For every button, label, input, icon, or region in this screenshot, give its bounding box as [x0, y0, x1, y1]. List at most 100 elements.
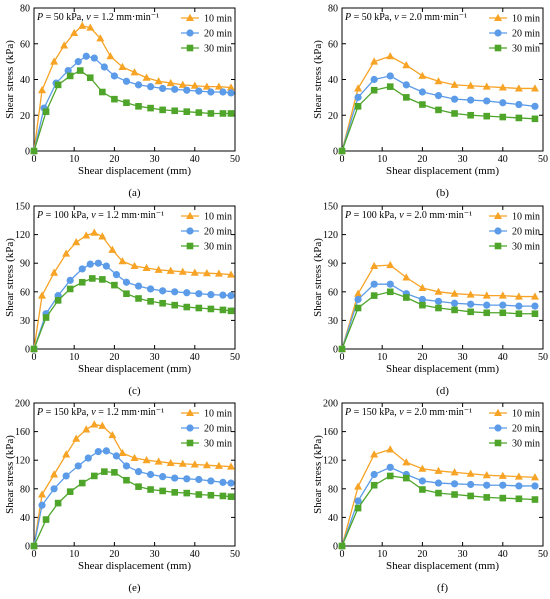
data-point: [531, 102, 539, 110]
subplot-d: 0 10 20 30 40 50 0 30 60 90 120 150 Shear displaceme…: [312, 202, 548, 398]
legend-marker: [494, 29, 502, 37]
data-point: [178, 80, 187, 88]
data-point: [86, 260, 94, 268]
legend-label: 30 min: [204, 44, 232, 55]
legend-marker: [494, 439, 502, 447]
data-point: [74, 58, 82, 66]
data-point: [531, 482, 539, 490]
data-point: [190, 460, 199, 468]
y-axis-label: Shear stress (kPa): [4, 40, 16, 119]
data-point: [190, 81, 199, 89]
data-point: [482, 82, 491, 90]
x-tick-label: 0: [340, 352, 345, 363]
data-point: [354, 504, 362, 512]
data-point: [483, 481, 491, 489]
data-point: [515, 114, 523, 122]
data-point: [419, 101, 426, 108]
legend-entry: 10 min: [181, 14, 232, 25]
data-point: [50, 57, 59, 65]
y-tick-label: 160: [15, 427, 30, 438]
data-point: [78, 479, 86, 487]
panel-label: (e): [128, 582, 141, 594]
data-point: [530, 292, 539, 300]
data-point: [90, 420, 99, 428]
data-point: [530, 84, 539, 92]
data-point: [227, 110, 235, 117]
y-axis-label: Shear stress (kPa): [312, 40, 324, 119]
legend-entry: 20 min: [181, 424, 232, 435]
data-point: [98, 232, 107, 240]
data-point: [111, 469, 118, 476]
data-point: [171, 288, 179, 296]
data-point: [219, 492, 227, 500]
legend-entry: 30 min: [489, 242, 540, 253]
data-point: [450, 95, 459, 103]
series-line: [33, 423, 232, 547]
x-tick-label: 10: [377, 352, 387, 363]
data-point: [91, 472, 98, 480]
legend-entry: 10 min: [489, 14, 540, 25]
subplot-c: 0 10 20 30 40 50 0 30 60 90 120 150 Shear displaceme…: [4, 202, 240, 398]
series-20-min: [338, 463, 539, 550]
x-axis-label: Shear displacement (mm): [78, 165, 191, 177]
data-point: [118, 448, 127, 457]
legend-marker: [186, 13, 194, 21]
data-point: [370, 86, 378, 94]
data-point: [86, 23, 95, 31]
panel-label: (a): [128, 187, 141, 199]
y-tick-label: 40: [328, 513, 338, 524]
data-point: [227, 493, 235, 500]
plot-frame: [33, 402, 236, 547]
data-point: [78, 278, 86, 286]
data-point: [118, 257, 127, 265]
series-20-min: [338, 280, 539, 353]
data-point: [482, 471, 491, 479]
data-point: [450, 480, 459, 488]
data-point: [418, 88, 426, 96]
data-point: [434, 287, 443, 295]
data-point: [354, 497, 362, 505]
data-point: [214, 82, 223, 90]
y-tick-label: 200: [323, 399, 338, 410]
data-point: [66, 488, 74, 495]
legend-label: 30 min: [512, 242, 540, 253]
legend-marker: [186, 424, 194, 432]
data-point: [154, 457, 163, 465]
legend-entry: 30 min: [489, 439, 540, 450]
legend-marker: [494, 211, 502, 219]
data-point: [370, 57, 379, 65]
legend-label: 20 min: [204, 227, 232, 238]
data-point: [195, 491, 203, 498]
plot-frame: [341, 205, 544, 350]
data-point: [64, 66, 72, 75]
data-point: [38, 501, 46, 509]
data-point: [111, 95, 118, 103]
data-point: [82, 52, 90, 60]
legend-entry: 10 min: [181, 409, 232, 420]
data-point: [195, 290, 203, 298]
data-point: [370, 75, 378, 84]
y-tick-label: 90: [20, 259, 30, 270]
data-point: [483, 494, 491, 501]
data-point: [159, 106, 166, 114]
data-point: [498, 83, 507, 91]
condition-label: P = 50 kPa, v = 1.2 mm·min⁻¹: [36, 12, 159, 23]
y-tick-label: 0: [25, 345, 30, 356]
data-point: [54, 81, 62, 89]
data-point: [386, 472, 394, 480]
series-30-min: [338, 472, 539, 550]
data-point: [207, 477, 215, 485]
data-point: [450, 289, 459, 297]
series-30-min: [338, 288, 539, 353]
data-point: [171, 107, 178, 115]
y-tick-label: 120: [323, 230, 338, 241]
series-line: [341, 466, 535, 547]
y-tick-label: 20: [20, 111, 30, 122]
data-point: [90, 228, 99, 236]
panel-label: (b): [436, 187, 449, 199]
x-tick-label: 30: [150, 549, 160, 560]
x-tick-label: 0: [32, 549, 37, 560]
data-point: [435, 489, 442, 497]
data-point: [130, 68, 139, 76]
series-20-min: [338, 72, 539, 155]
